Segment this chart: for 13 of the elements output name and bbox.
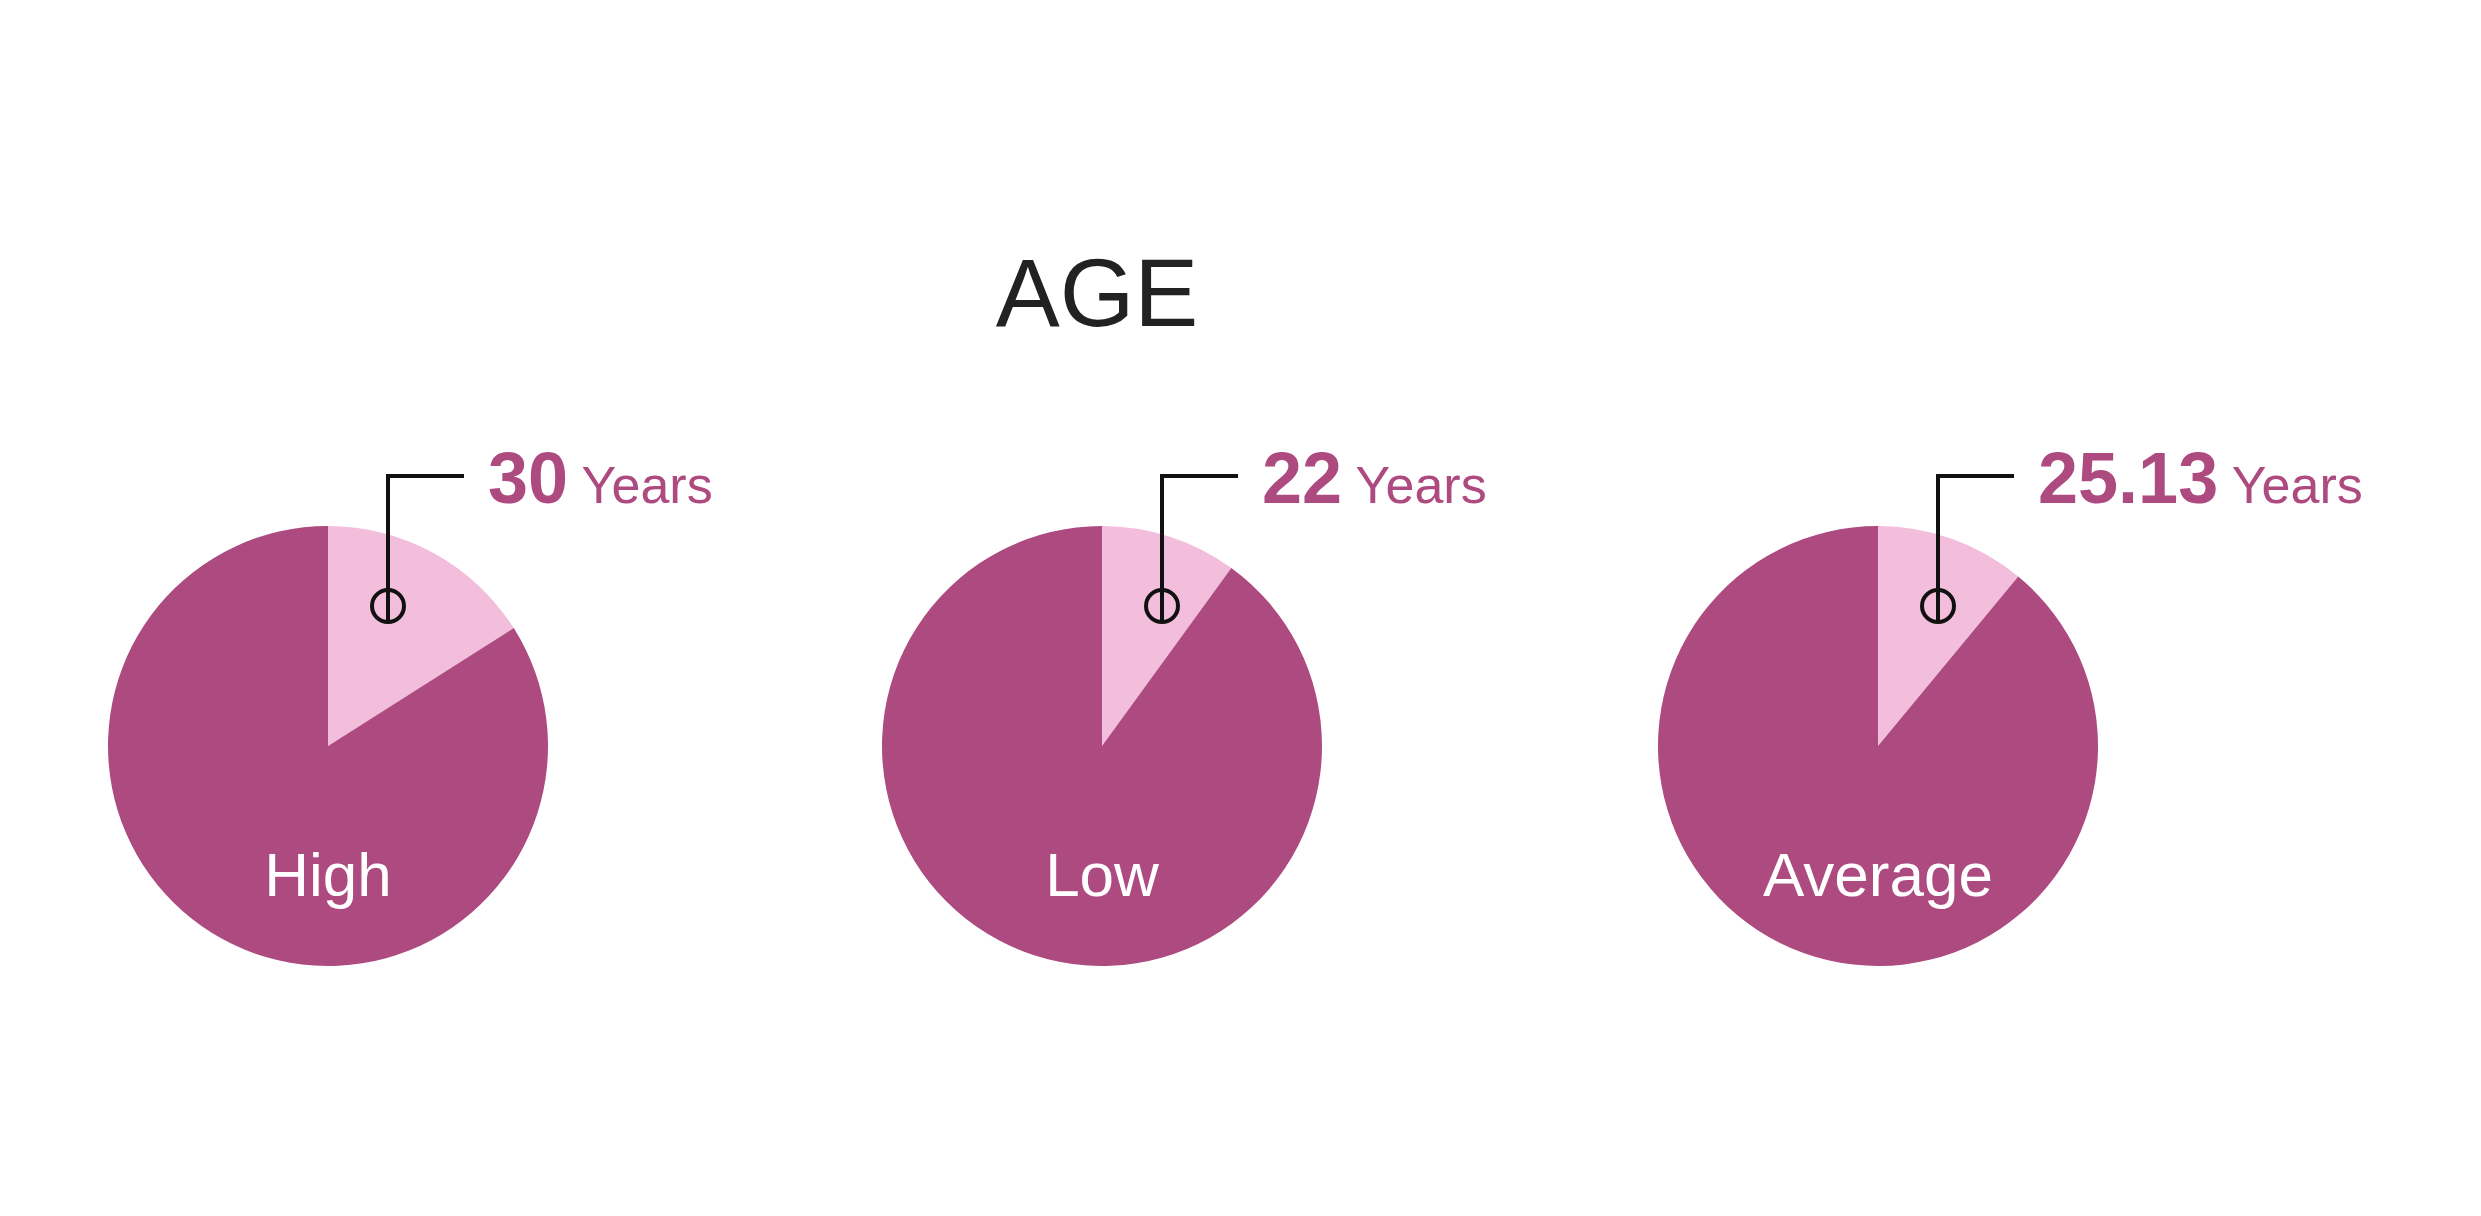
- chart-title: AGE: [994, 238, 1200, 348]
- pie-slice: [328, 526, 514, 746]
- slice-label: Average: [1763, 840, 1993, 909]
- pie-slice: [1102, 526, 1232, 746]
- pie-slice: [108, 526, 548, 966]
- text: 25.13 Years: [2038, 438, 2363, 518]
- pie-slice: [1878, 526, 2019, 746]
- slice-label: Low: [1045, 840, 1160, 909]
- pie-slice: [882, 526, 1322, 966]
- text: 30 Years: [488, 438, 713, 518]
- slice-label: High: [264, 840, 392, 909]
- pie-slice: [1658, 526, 2098, 966]
- text: 22 Years: [1262, 438, 1487, 518]
